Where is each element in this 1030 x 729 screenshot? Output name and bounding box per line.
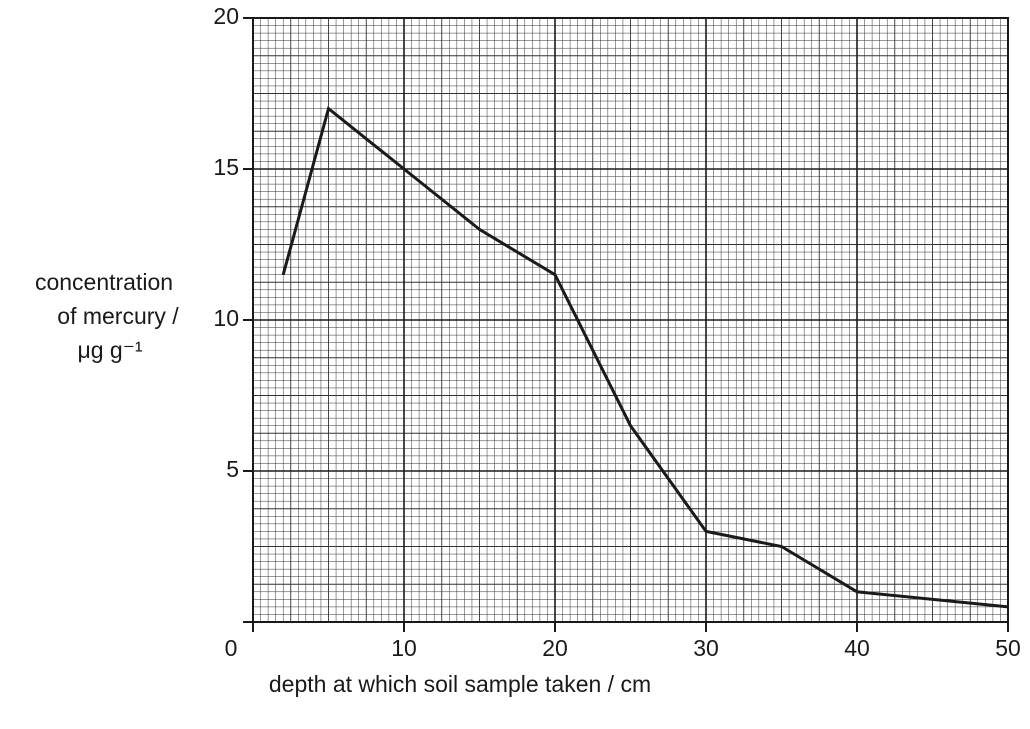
x-tick-label: 30 (693, 635, 719, 661)
y-axis-label: concentration (35, 269, 173, 295)
y-axis-label: of mercury / (57, 303, 179, 329)
x-axis-label: depth at which soil sample taken / cm (269, 671, 651, 697)
x-tick-label: 40 (844, 635, 870, 661)
y-axis-label: μg g⁻¹ (77, 337, 142, 363)
y-tick-label: 5 (226, 456, 239, 482)
x-tick-label: 20 (542, 635, 568, 661)
data-line (281, 106, 1009, 609)
y-tick-label: 10 (213, 305, 239, 331)
plot-frame (252, 17, 1009, 623)
x-tick-label: 10 (391, 635, 417, 661)
x-tick-label: 50 (995, 635, 1021, 661)
y-tick-label: 20 (213, 3, 239, 29)
y-tick-label: 15 (213, 154, 239, 180)
x-tick-label: 0 (225, 635, 238, 661)
